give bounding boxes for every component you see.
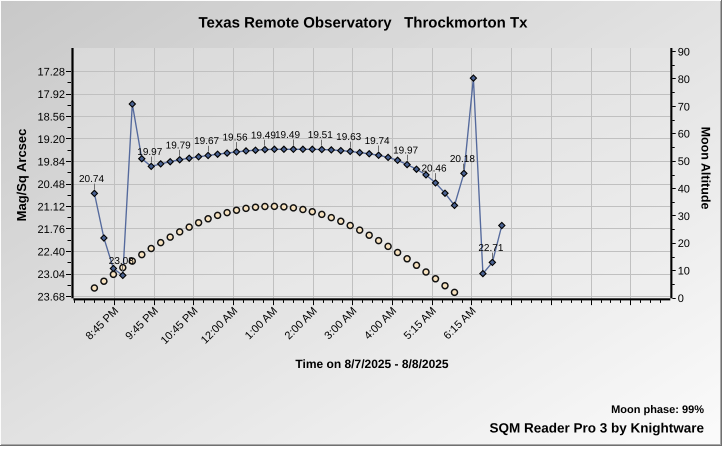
svg-text:40: 40 [678, 183, 690, 195]
svg-text:20.46: 20.46 [421, 164, 446, 175]
svg-text:19.63: 19.63 [336, 132, 361, 143]
svg-text:Moon Altitude: Moon Altitude [699, 127, 713, 210]
svg-text:22.40: 22.40 [37, 247, 65, 259]
svg-text:20.48: 20.48 [37, 179, 65, 191]
svg-text:19.97: 19.97 [393, 145, 418, 156]
svg-text:17.28: 17.28 [37, 67, 65, 79]
svg-text:18.56: 18.56 [37, 112, 65, 124]
svg-text:70: 70 [678, 101, 690, 113]
svg-text:21.76: 21.76 [37, 224, 65, 236]
svg-text:50: 50 [678, 156, 690, 168]
svg-text:Moon phase: 99%: Moon phase: 99% [611, 404, 704, 416]
svg-text:90: 90 [678, 47, 690, 59]
svg-text:20: 20 [678, 238, 690, 250]
svg-text:23.08: 23.08 [109, 256, 134, 267]
svg-text:19.74: 19.74 [365, 136, 390, 147]
svg-text:SQM Reader Pro 3 by Knightware: SQM Reader Pro 3 by Knightware [489, 421, 704, 436]
svg-text:19.51: 19.51 [308, 130, 333, 141]
svg-text:19.49: 19.49 [275, 130, 300, 141]
svg-text:Mag/Sq Arcsec: Mag/Sq Arcsec [14, 129, 29, 222]
svg-text:20.18: 20.18 [450, 154, 475, 165]
svg-text:19.67: 19.67 [194, 136, 219, 147]
svg-text:30: 30 [678, 211, 690, 223]
svg-text:23.04: 23.04 [37, 269, 65, 281]
svg-text:19.84: 19.84 [37, 157, 65, 169]
svg-text:19.79: 19.79 [166, 140, 191, 151]
svg-text:17.92: 17.92 [37, 89, 65, 101]
svg-text:10: 10 [678, 266, 690, 278]
svg-text:80: 80 [678, 74, 690, 86]
svg-text:Time on 8/7/2025 - 8/8/2025: Time on 8/7/2025 - 8/8/2025 [295, 357, 449, 371]
svg-text:20.74: 20.74 [79, 174, 104, 185]
svg-text:21.12: 21.12 [37, 202, 65, 214]
svg-text:60: 60 [678, 129, 690, 141]
svg-text:19.97: 19.97 [137, 147, 162, 158]
svg-text:19.56: 19.56 [222, 133, 247, 144]
svg-text:23.68: 23.68 [37, 292, 65, 304]
svg-text:22.71: 22.71 [478, 243, 503, 254]
svg-text:19.49: 19.49 [251, 130, 276, 141]
svg-text:19.20: 19.20 [37, 134, 65, 146]
svg-text:0: 0 [678, 293, 684, 305]
svg-text:Texas Remote Observatory Thr: Texas Remote Observatory Throckmorton Tx [199, 15, 529, 32]
